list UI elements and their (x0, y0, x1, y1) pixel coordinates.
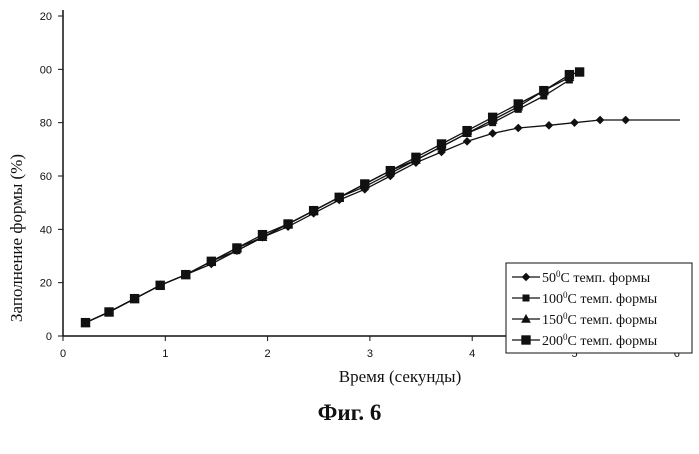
data-point-square (522, 336, 530, 344)
y-ticks: 0 20 40 60 80 00 20 (40, 11, 63, 343)
y-tick-label: 80 (40, 118, 52, 130)
data-point-diamond (489, 130, 496, 137)
y-tick-label: 0 (46, 331, 52, 343)
legend-label: 1500С темп. формы (542, 311, 658, 328)
x-tick-label: 1 (162, 348, 168, 360)
x-tick-label: 3 (367, 348, 373, 360)
y-tick-label: 00 (40, 64, 52, 76)
data-point-square (182, 270, 190, 278)
data-point-square (105, 308, 113, 316)
x-axis-title: Время (секунды) (339, 367, 462, 386)
data-point-square (233, 244, 241, 252)
legend-label: 2000С темп. формы (542, 332, 658, 349)
data-point-square (258, 230, 266, 238)
y-tick-label: 20 (40, 11, 52, 23)
data-point-square (386, 166, 394, 174)
data-point-square (309, 206, 317, 214)
x-tick-label: 4 (469, 348, 475, 360)
data-point-square (514, 100, 522, 108)
data-point-square (284, 220, 292, 228)
data-point-square (488, 113, 496, 121)
data-point-diamond (463, 138, 470, 145)
y-tick-label: 40 (40, 224, 52, 236)
data-point-square (361, 180, 369, 188)
y-tick-label: 20 (40, 278, 52, 290)
data-point-square (335, 193, 343, 201)
x-tick-label: 0 (60, 348, 66, 360)
data-point-square (575, 68, 583, 76)
data-point-diamond (596, 116, 603, 123)
data-point-diamond (545, 122, 552, 129)
data-point-square (81, 318, 89, 326)
y-tick-label: 60 (40, 171, 52, 183)
data-point-square-small (523, 295, 529, 301)
x-tick-label: 2 (265, 348, 271, 360)
data-point-square (540, 86, 548, 94)
data-point-diamond (515, 124, 522, 131)
data-point-square (437, 140, 445, 148)
figure-caption: Фиг. 6 (0, 400, 699, 426)
data-point-square (412, 153, 420, 161)
data-point-square (156, 281, 164, 289)
data-point-diamond (571, 119, 578, 126)
y-axis-title: Заполнение формы (%) (7, 154, 26, 322)
data-point-square (463, 126, 471, 134)
legend: 500С темп. формы1000С темп. формы1500С т… (506, 263, 692, 353)
data-point-square (207, 257, 215, 265)
data-point-square (130, 294, 138, 302)
legend-label: 1000С темп. формы (542, 290, 658, 307)
chart: 0204060800020 0123456 Время (секунды) За… (0, 0, 699, 400)
data-point-square (565, 70, 573, 78)
